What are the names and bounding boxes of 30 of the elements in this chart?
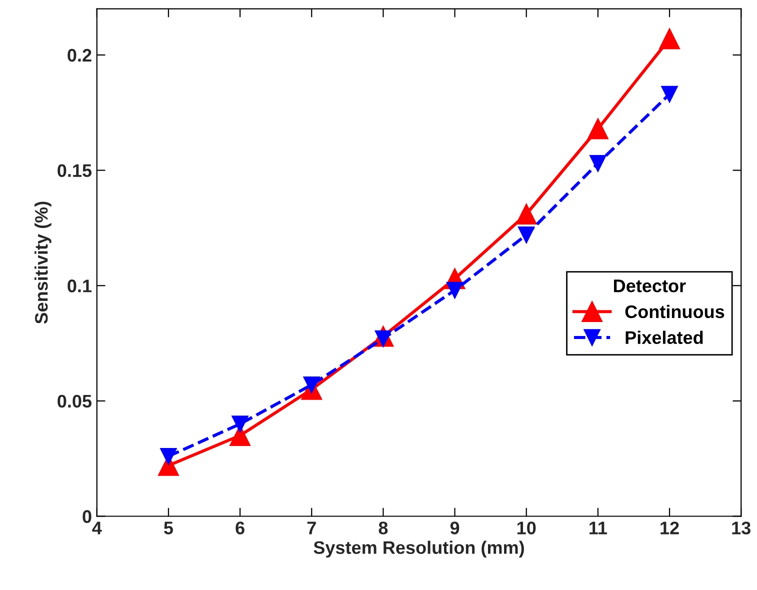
x-tick-label: 10	[517, 522, 536, 534]
x-tick-label: 6	[236, 522, 244, 534]
x-tick-label: 7	[307, 522, 316, 534]
y-tick-label: 0.15	[58, 164, 92, 178]
point	[446, 282, 464, 299]
point	[303, 376, 320, 394]
x-tick-label: 8	[378, 522, 388, 534]
point	[516, 204, 537, 225]
y-tick-label: 0	[82, 510, 92, 523]
x-tick-label: 4	[92, 522, 102, 534]
point	[160, 448, 177, 465]
y-axis-title: Sensitivity (%)	[34, 202, 52, 324]
point	[659, 28, 680, 50]
point	[518, 226, 535, 244]
legend-label: Pixelated	[626, 330, 703, 344]
point	[590, 155, 606, 172]
legend-title: Detector	[614, 280, 686, 292]
x-tick-label: 11	[590, 522, 607, 534]
point	[661, 86, 678, 103]
x-tick-label: 13	[732, 522, 750, 534]
x-tick-label: 5	[164, 522, 173, 534]
y-tick-label: 0.1	[68, 280, 92, 292]
point	[588, 118, 608, 140]
x-axis-title: System Resolution (mm)	[314, 540, 524, 558]
point	[232, 416, 248, 432]
y-tick-label: 0.05	[58, 394, 92, 408]
y-tick-label: 0.2	[68, 48, 92, 62]
x-tick-label: 9	[450, 522, 460, 534]
legend-label: Continuous	[625, 304, 724, 318]
x-tick-label: 12	[660, 522, 679, 534]
